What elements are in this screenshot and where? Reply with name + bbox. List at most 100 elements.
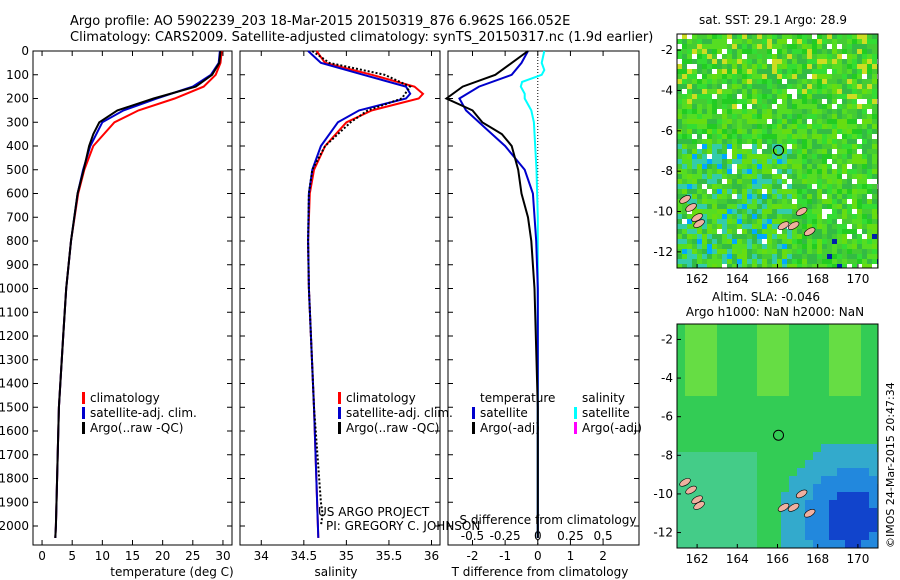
sst-cell [792,154,797,159]
sla-cell [717,364,725,372]
sst-cell [682,189,687,194]
sla-cell [725,396,733,404]
sst-cell [692,254,697,259]
sst-cell [727,159,732,164]
sla-cell [733,460,741,468]
sla-cell [717,484,725,492]
sst-cell [732,189,737,194]
sla-cell [789,484,797,492]
sst-cell [692,179,697,184]
sla-cell [853,508,861,516]
sla-cell [709,372,717,380]
sst-cell [827,184,832,189]
sst-cell [807,34,812,39]
sst-cell [677,179,682,184]
sst-cell [872,239,877,244]
sst-map-title: sat. SST: 29.1 Argo: 28.9 [699,13,847,27]
sst-cell [867,69,872,74]
sst-cell [822,99,827,104]
sla-cell [733,364,741,372]
sst-cell [707,264,712,268]
sst-cell [697,79,702,84]
sla-cell [845,420,853,428]
sst-cell [702,64,707,69]
sst-island [693,219,705,228]
sst-cell [692,129,697,134]
sla-cell [821,412,829,420]
sst-cell [752,89,757,94]
sst-cell [847,164,852,169]
sst-cell [757,159,762,164]
sst-cell [682,174,687,179]
sst-cell [847,54,852,59]
sst-cell [812,39,817,44]
sla-island [787,503,800,512]
sla-cell [869,540,877,548]
sst-cell [757,104,762,109]
sst-cell [817,99,822,104]
sst-cell [832,174,837,179]
sla-cell [693,356,701,364]
sst-cell [677,244,682,249]
sst-cell [722,249,727,254]
sst-cell [832,169,837,174]
sst-cell [702,159,707,164]
sst-cell [737,59,742,64]
sst-cell [762,39,767,44]
sst-cell [702,229,707,234]
sla-cell [861,388,869,396]
sst-cell [747,44,752,49]
sst-cell [777,134,782,139]
sst-cell [792,189,797,194]
sst-cell [792,229,797,234]
sst-cell [857,174,862,179]
sst-cell [767,149,772,154]
sst-cell [832,209,837,214]
sla-cell [813,372,821,380]
sst-cell [852,229,857,234]
sla-cell [725,516,733,524]
sst-cell [867,94,872,99]
sst-cell [742,219,747,224]
sst-cell [722,194,727,199]
sla-cell [749,348,757,356]
sst-cell [702,99,707,104]
sla-cell [749,372,757,380]
sst-island [679,195,691,204]
sst-cell [802,219,807,224]
sst-cell [712,114,717,119]
sst-cell [682,74,687,79]
sst-cell [687,149,692,154]
sst-cell [857,44,862,49]
sst-cell [687,79,692,84]
sst-cell [812,34,817,39]
sst-cell [707,89,712,94]
sla-cell [781,372,789,380]
sst-cell [807,159,812,164]
sst-cell [832,259,837,264]
sst-cell [872,114,877,119]
sla-cell [685,420,693,428]
sla-cell [821,324,829,332]
sst-cell [817,254,822,259]
sst-cell [787,179,792,184]
sla-cell [701,404,709,412]
sla-cell [693,324,701,332]
sst-cell [767,99,772,104]
sst-cell [727,224,732,229]
sla-cell [701,372,709,380]
sst-cell [807,199,812,204]
sst-cell [762,159,767,164]
sst-cell [732,69,737,74]
sst-cell [797,199,802,204]
sst-cell [842,49,847,54]
sst-cell [797,264,802,268]
sla-ytick-label: -4 [661,371,673,385]
sla-cell [717,388,725,396]
temp-ytick-label: 1700 [0,448,29,462]
sla-cell [781,356,789,364]
sst-cell [702,79,707,84]
sst-cell [747,239,752,244]
sst-cell [842,59,847,64]
